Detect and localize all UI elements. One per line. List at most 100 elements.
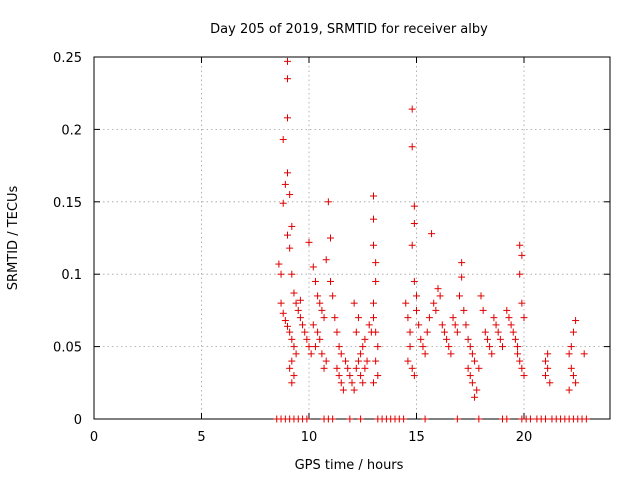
data-point bbox=[423, 328, 431, 336]
data-point bbox=[288, 222, 296, 230]
data-point bbox=[359, 343, 367, 351]
data-point bbox=[410, 220, 418, 228]
x-tick-label: 20 bbox=[516, 430, 533, 445]
data-point bbox=[565, 386, 573, 394]
data-point bbox=[421, 415, 429, 423]
data-point bbox=[496, 335, 504, 343]
data-point bbox=[499, 343, 506, 351]
data-point bbox=[344, 364, 352, 372]
data-point bbox=[462, 321, 470, 329]
data-point bbox=[303, 335, 311, 343]
data-point bbox=[327, 234, 334, 242]
data-point bbox=[346, 372, 354, 380]
data-point bbox=[288, 335, 296, 343]
data-point bbox=[286, 364, 294, 372]
data-point bbox=[410, 372, 418, 380]
data-point bbox=[445, 343, 453, 351]
data-point bbox=[350, 386, 358, 394]
data-point bbox=[468, 350, 476, 358]
data-point bbox=[425, 314, 433, 322]
data-point bbox=[361, 364, 369, 372]
data-point bbox=[471, 357, 479, 365]
data-point bbox=[370, 215, 377, 223]
data-point bbox=[357, 372, 365, 380]
data-point bbox=[361, 335, 369, 343]
data-point bbox=[542, 372, 549, 380]
data-point bbox=[279, 136, 287, 144]
data-point bbox=[404, 357, 412, 365]
data-point bbox=[288, 357, 296, 365]
data-point bbox=[436, 292, 444, 300]
data-point bbox=[466, 372, 474, 380]
data-point bbox=[292, 299, 300, 307]
data-point bbox=[569, 372, 577, 380]
data-point bbox=[346, 415, 354, 423]
data-point bbox=[460, 306, 468, 314]
data-point bbox=[453, 415, 461, 423]
data-point bbox=[352, 364, 360, 372]
data-point bbox=[440, 328, 448, 336]
data-point bbox=[281, 317, 289, 325]
data-point bbox=[475, 415, 483, 423]
data-point bbox=[406, 343, 414, 351]
x-axis-label: GPS time / hours bbox=[295, 458, 404, 473]
data-point bbox=[569, 328, 577, 336]
x-tick-label: 10 bbox=[301, 430, 318, 445]
data-point bbox=[544, 364, 552, 372]
grid bbox=[94, 57, 610, 419]
data-point bbox=[492, 321, 500, 329]
data-point bbox=[419, 343, 427, 351]
y-tick-label: 0 bbox=[74, 413, 82, 428]
data-point bbox=[279, 309, 287, 317]
data-point bbox=[486, 343, 494, 351]
data-point bbox=[279, 199, 287, 207]
data-point bbox=[464, 364, 472, 372]
data-point bbox=[290, 289, 298, 297]
data-point bbox=[567, 343, 575, 351]
data-point bbox=[438, 321, 446, 329]
data-point bbox=[305, 238, 313, 246]
data-point bbox=[516, 357, 524, 365]
data-point bbox=[404, 314, 412, 322]
data-point bbox=[516, 241, 524, 249]
data-point bbox=[514, 343, 522, 351]
data-point bbox=[430, 299, 438, 307]
data-point bbox=[514, 350, 522, 358]
data-point bbox=[305, 343, 313, 351]
data-point bbox=[290, 343, 298, 351]
data-point bbox=[408, 105, 416, 113]
y-axis-label: SRMTID / TECUs bbox=[6, 186, 21, 291]
data-point bbox=[286, 244, 294, 252]
data-point bbox=[286, 191, 294, 199]
data-point bbox=[348, 379, 356, 387]
data-point bbox=[518, 299, 526, 307]
data-point bbox=[400, 415, 408, 423]
data-point bbox=[370, 314, 377, 322]
data-point bbox=[490, 314, 498, 322]
data-point bbox=[432, 306, 440, 314]
data-point bbox=[354, 357, 362, 365]
data-point bbox=[567, 364, 575, 372]
data-points bbox=[273, 57, 590, 423]
data-point bbox=[449, 314, 457, 322]
data-point bbox=[309, 321, 317, 329]
data-point bbox=[408, 241, 416, 249]
data-point bbox=[284, 169, 291, 177]
data-point bbox=[372, 328, 380, 336]
data-point bbox=[505, 314, 513, 322]
data-point bbox=[511, 335, 519, 343]
data-point bbox=[284, 75, 291, 83]
data-point bbox=[516, 270, 524, 278]
data-point bbox=[296, 296, 304, 304]
data-point bbox=[572, 379, 580, 387]
data-point bbox=[520, 372, 528, 380]
data-point bbox=[333, 328, 341, 336]
data-point bbox=[408, 364, 416, 372]
data-point bbox=[316, 335, 324, 343]
data-point bbox=[481, 328, 489, 336]
data-point bbox=[286, 328, 294, 336]
data-point bbox=[339, 386, 347, 394]
y-tick-label: 0.2 bbox=[61, 123, 82, 138]
data-point bbox=[542, 357, 549, 365]
data-point bbox=[277, 299, 285, 307]
